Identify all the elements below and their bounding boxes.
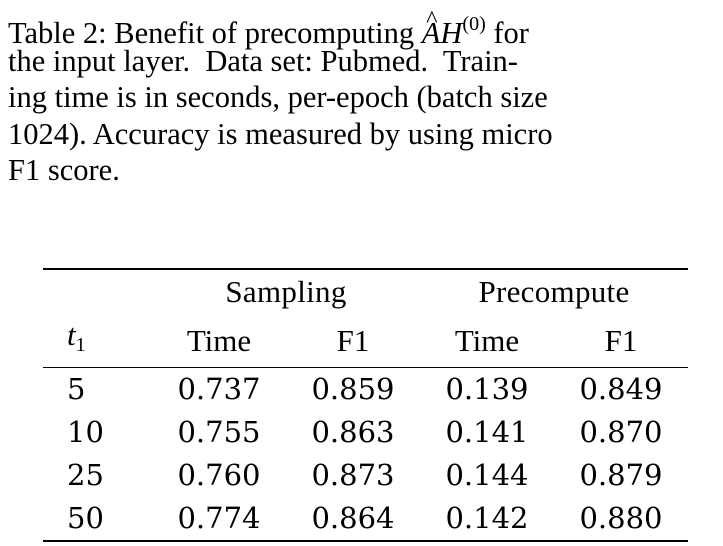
column-header-sampling-time: Time (186, 322, 252, 358)
group-header-row: Sampling Precompute (43, 269, 688, 313)
cell-sampling-f1: 0.859 (311, 372, 395, 406)
table-row: 5 0.737 0.859 0.139 0.849 (43, 368, 688, 412)
table-caption: Table 2: Benefit of precomputing ^ AH(0) … (8, 6, 723, 189)
cell-precompute-time: 0.139 (445, 372, 529, 406)
caption-line-1-suffix: for (485, 16, 529, 50)
cell-t1: 25 (67, 458, 104, 492)
cell-sampling-f1: 0.863 (311, 415, 395, 449)
column-header-row: t1 Time F1 Time F1 (43, 313, 688, 368)
cell-sampling-time: 0.755 (177, 415, 261, 449)
math-superscript: (0) (462, 13, 486, 35)
cell-sampling-time: 0.774 (177, 501, 261, 535)
column-header-sampling-f1: F1 (336, 322, 370, 358)
cell-sampling-f1: 0.873 (311, 458, 395, 492)
hat-accent-icon: ^ (426, 6, 438, 34)
math-a-hat: ^ A (422, 6, 441, 52)
table-row: 25 0.760 0.873 0.144 0.879 (43, 454, 688, 497)
caption-line-2: the input layer. Data set: Pubmed. Train… (8, 43, 518, 78)
caption-line-4: 1024). Accuracy is measured by using mic… (8, 116, 553, 151)
column-header-precompute-f1: F1 (604, 322, 638, 358)
table-row: 50 0.774 0.864 0.142 0.880 (43, 497, 688, 541)
group-header-precompute: Precompute (478, 274, 630, 309)
group-header-sampling: Sampling (225, 274, 347, 309)
cell-precompute-f1: 0.849 (579, 372, 663, 406)
results-table: Sampling Precompute t1 Time F1 Time F1 5… (43, 268, 688, 542)
column-header-t1: t1 (67, 317, 86, 356)
cell-sampling-time: 0.737 (177, 372, 261, 406)
caption-line-1: Table 2: Benefit of precomputing ^ AH(0) … (8, 6, 723, 50)
cell-precompute-f1: 0.870 (579, 415, 663, 449)
cell-precompute-time: 0.144 (445, 458, 529, 492)
results-table-wrapper: Sampling Precompute t1 Time F1 Time F1 5… (43, 268, 688, 542)
caption-line-5: F1 score. (8, 153, 120, 187)
cell-precompute-time: 0.141 (445, 415, 529, 449)
cell-t1: 5 (67, 372, 86, 406)
caption-line-3: ing time is in seconds, per-epoch (batch… (8, 80, 548, 114)
cell-precompute-time: 0.142 (445, 501, 529, 535)
empty-header-cell (43, 269, 152, 313)
cell-sampling-time: 0.760 (177, 458, 261, 492)
cell-t1: 50 (67, 501, 104, 535)
cell-t1: 10 (67, 415, 104, 449)
column-header-precompute-time: Time (454, 322, 520, 358)
math-h: H (440, 16, 463, 50)
cell-precompute-f1: 0.880 (579, 501, 663, 535)
cell-sampling-f1: 0.864 (311, 501, 395, 535)
table-row: 10 0.755 0.863 0.141 0.870 (43, 411, 688, 454)
caption-line-1-prefix: Table 2: Benefit of precomputing (8, 16, 422, 50)
cell-precompute-f1: 0.879 (579, 458, 663, 492)
